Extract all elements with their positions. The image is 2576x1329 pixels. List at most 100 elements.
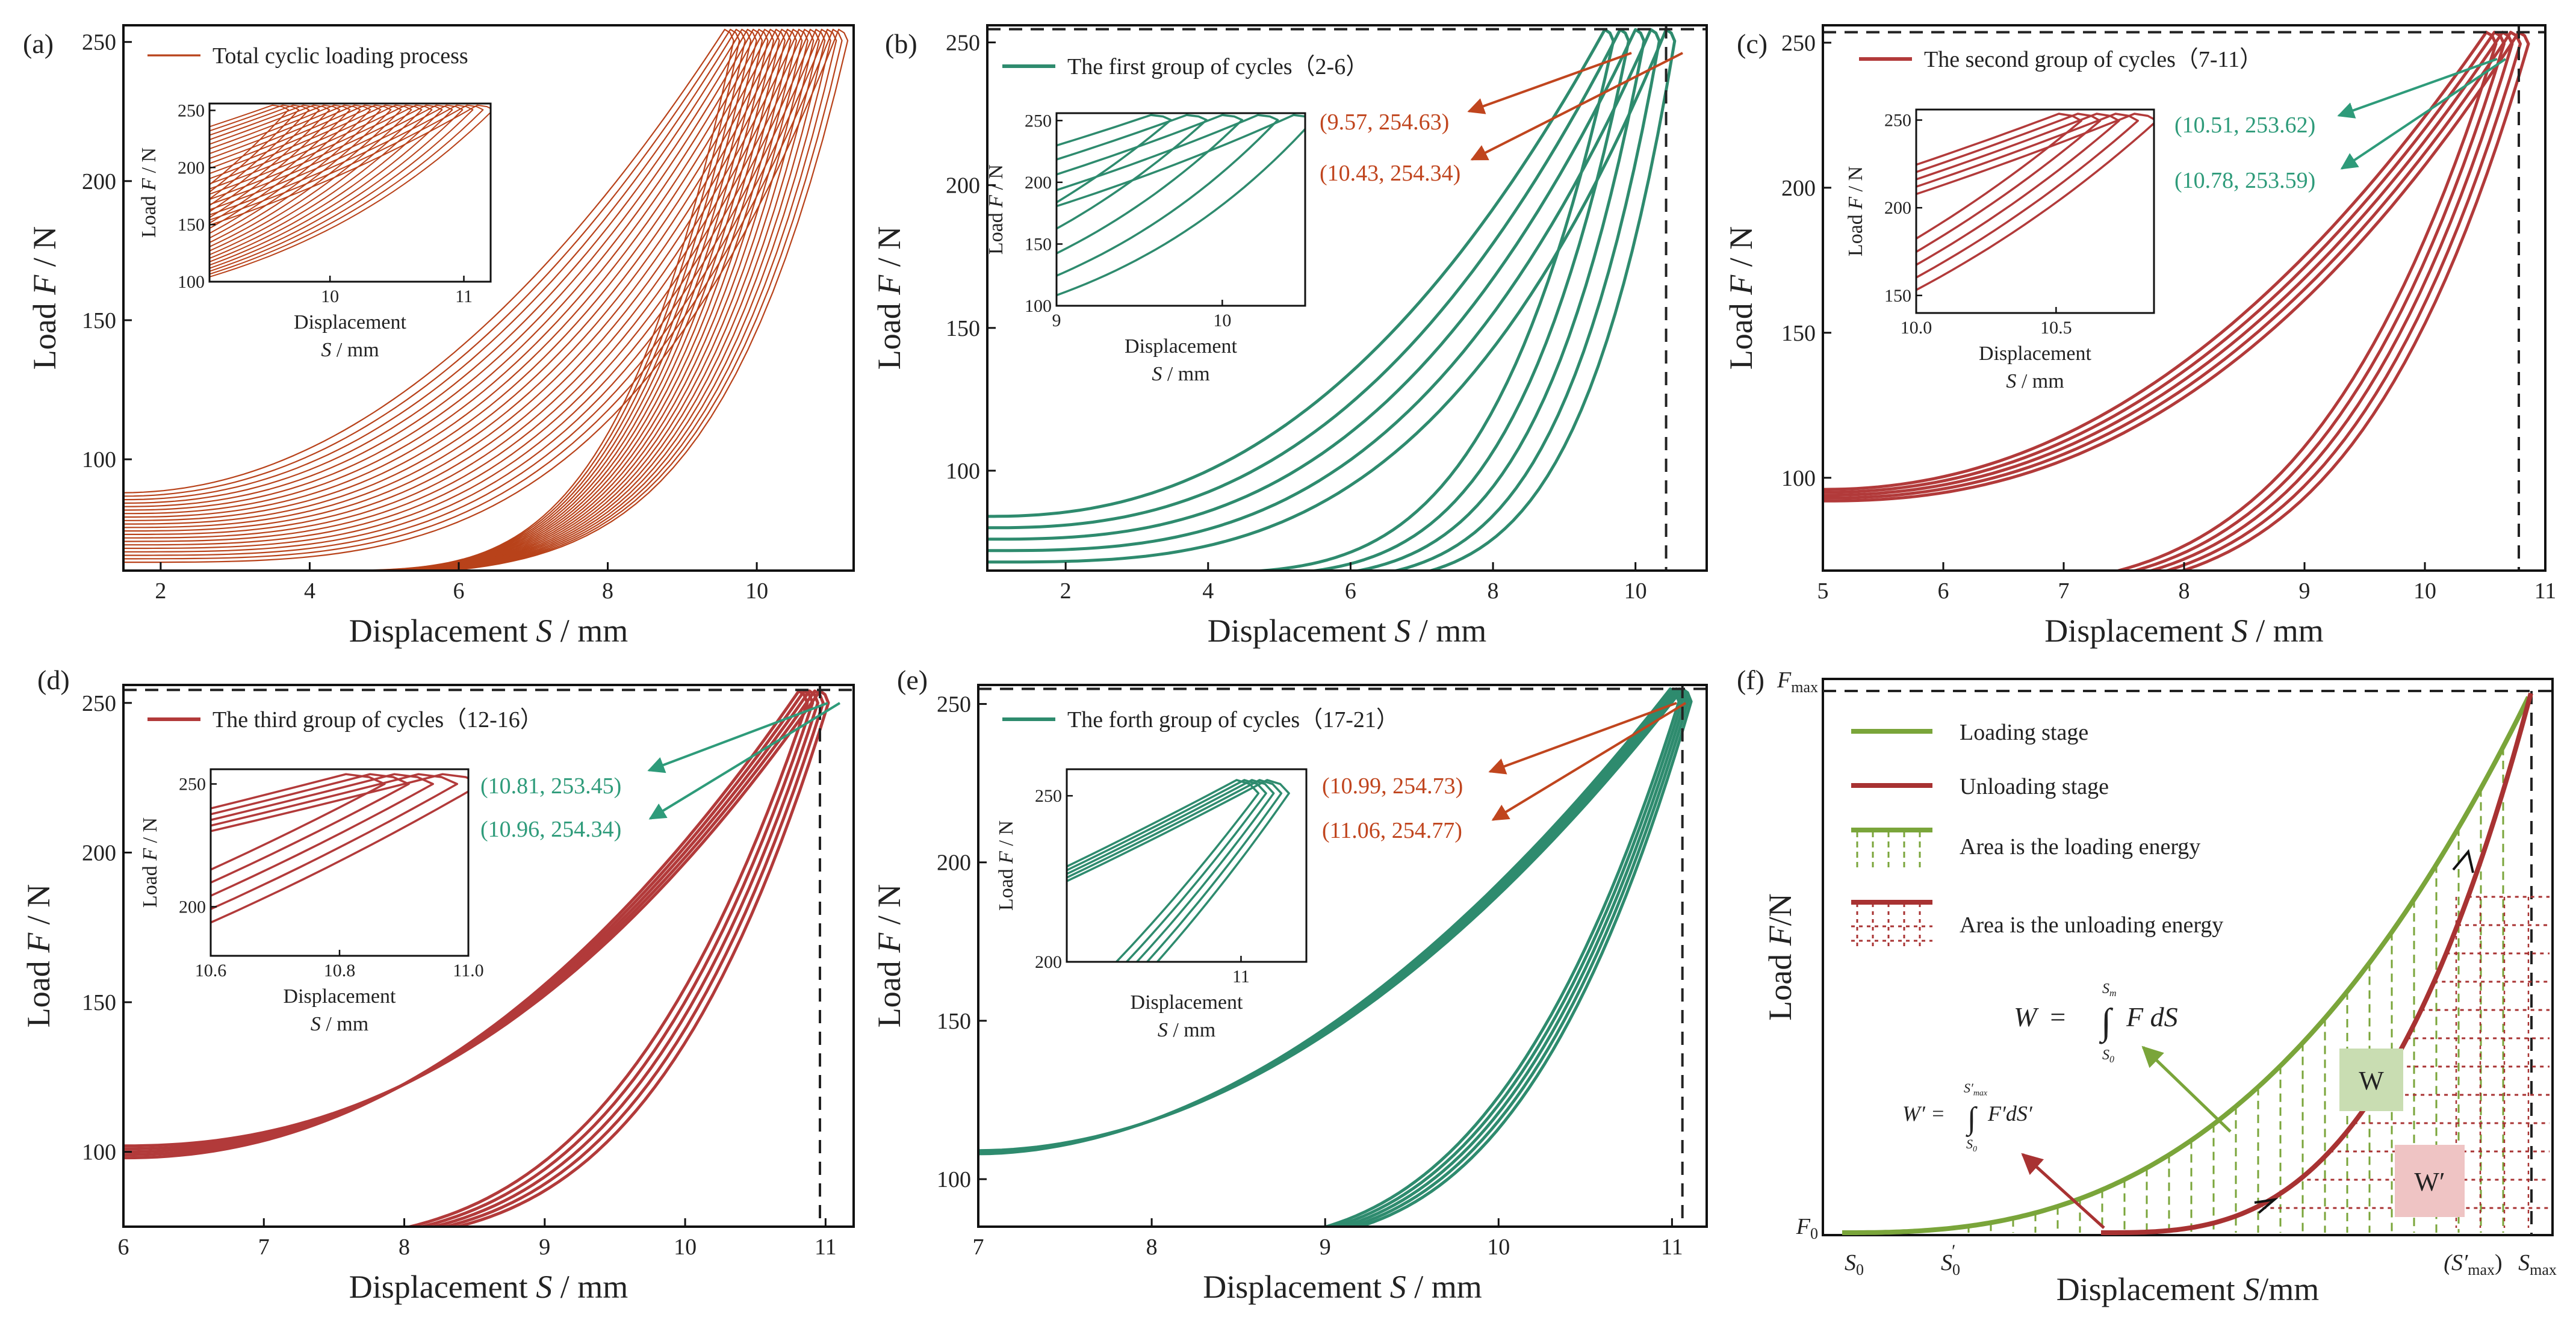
inset-curve-a-6 bbox=[209, 104, 341, 218]
annotation-label-d-2: (10.96, 254.34) bbox=[480, 817, 621, 842]
inset-frame-b bbox=[1055, 112, 1306, 307]
inset-x-axis-unit-text-c: / mm bbox=[2016, 370, 2064, 392]
integral-upper-w-prime-main: S′ bbox=[1964, 1080, 1974, 1095]
inset-x-axis-label-e: Displacement bbox=[1131, 991, 1243, 1014]
y-axis-label-c: Load F / N bbox=[1723, 226, 1759, 370]
f0-label: F0 bbox=[1796, 1214, 1818, 1242]
unloading-direction-arrow bbox=[2254, 1197, 2279, 1214]
panel-c: 5 6 7 8 9 10 11 100 150 200 250 (c) Displacement S /… bbox=[1723, 24, 2556, 649]
inset-y-axis-label-c-text: Load bbox=[1845, 209, 1867, 256]
y-tick-label-c: 250 bbox=[1781, 31, 1816, 56]
annotation-arrow-c-1 bbox=[2337, 58, 2498, 119]
s0-label-sub: 0 bbox=[1856, 1261, 1864, 1278]
s0-prime-label: S0′ bbox=[1941, 1241, 1960, 1278]
inset-curve-a-4 bbox=[209, 104, 320, 206]
panel-label-f: (f) bbox=[1737, 664, 1764, 695]
inset-y-tick-label-d: 200 bbox=[179, 897, 206, 917]
smax-prime-main: (S′ bbox=[2444, 1250, 2468, 1275]
x-axis-label-b-text: Displacement bbox=[1208, 613, 1394, 649]
x-tick-label-c: 8 bbox=[2179, 578, 2190, 604]
x-axis-label-e: Displacement S / mm bbox=[1203, 1269, 1482, 1305]
legend-label-e: The forth group of cycles（17-21） bbox=[1067, 707, 1399, 733]
inset-curve-a-2 bbox=[209, 104, 300, 193]
x-tick-label-d: 11 bbox=[815, 1235, 837, 1260]
inset-x-tick-label-c: 10.5 bbox=[2040, 318, 2072, 338]
panel-e: 7 8 9 10 11 100 150 200 250 (e) Displacement S / m… bbox=[871, 664, 1708, 1305]
x-axis-label-a: Displacement S / mm bbox=[349, 613, 628, 649]
y-axis-label-f: Load F/N bbox=[1762, 893, 1798, 1020]
y-axis-label-b-text: Load bbox=[871, 295, 907, 370]
inset-curve-a-14 bbox=[209, 104, 423, 256]
inset-x-axis-var-d: S bbox=[311, 1013, 321, 1035]
y-axis-label-c-unit: / N bbox=[1723, 226, 1759, 275]
series-curve-a-18 bbox=[123, 28, 831, 571]
axes-frame-a bbox=[122, 24, 855, 572]
y-axis-label-f-var: F bbox=[1762, 925, 1798, 946]
y-axis-label-c-text: Load bbox=[1723, 295, 1759, 370]
panel-label-e: (e) bbox=[897, 664, 928, 695]
inset-x-tick-label-e: 11 bbox=[1232, 967, 1250, 987]
inset-y-tick-label-e: 250 bbox=[1035, 786, 1062, 806]
inset-curve-e-3 bbox=[1067, 779, 1275, 962]
integral-lower-w-prime-main: S bbox=[1966, 1136, 1973, 1151]
integral-sign-w-prime: ∫ bbox=[1966, 1101, 1978, 1137]
inset-plot-d bbox=[211, 773, 468, 924]
x-tick-label-d: 9 bbox=[539, 1235, 550, 1260]
inset-y-axis-label-a-unit: / N bbox=[138, 147, 160, 178]
annotation-arrow-b-2 bbox=[1470, 52, 1683, 161]
inset-curve-a-3 bbox=[209, 104, 310, 200]
series-curve-b-1 bbox=[987, 28, 1615, 571]
x-tick-label-a: 2 bbox=[155, 578, 166, 604]
legend-label-a: Total cyclic loading process bbox=[213, 43, 468, 69]
inset-x-tick-label-a: 11 bbox=[455, 287, 473, 306]
y-axis-label-b-unit: / N bbox=[871, 226, 907, 275]
s0-label-main: S bbox=[1845, 1250, 1856, 1275]
annotation-label-e-1: (10.99, 254.73) bbox=[1322, 773, 1463, 799]
x-axis-label-e-text: Displacement bbox=[1203, 1269, 1389, 1305]
inset-y-axis-label-a-text: Load bbox=[138, 191, 160, 238]
annotation-arrow-d-2 bbox=[648, 702, 841, 820]
y-tick-label-e: 200 bbox=[937, 850, 971, 876]
axes-frame-d bbox=[122, 684, 855, 1228]
inset-curve-a-18 bbox=[209, 104, 464, 269]
inset-e: 11 200 250 Displacement S / mm Load F / N bbox=[995, 768, 1308, 1041]
inset-x-axis-var-e: S bbox=[1158, 1019, 1168, 1041]
inset-y-axis-label-d-var: F bbox=[139, 847, 161, 861]
legend-label-b: The first group of cycles（2-6） bbox=[1067, 54, 1368, 79]
equation-w-body: F dS bbox=[2126, 1002, 2178, 1032]
inset-y-tick-label-b: 150 bbox=[1025, 234, 1052, 254]
x-tick-label-e: 10 bbox=[1487, 1235, 1510, 1260]
inset-x-axis-unit-text-a: / mm bbox=[331, 339, 379, 361]
x-axis-label-f-var: S bbox=[2243, 1271, 2259, 1307]
x-tick-label-d: 6 bbox=[118, 1235, 129, 1260]
y-tick-label-a: 200 bbox=[82, 169, 116, 194]
inset-x-axis-unit-d: S / mm bbox=[311, 1013, 368, 1035]
y-axis-label-a-text: Load bbox=[26, 295, 63, 370]
inset-curve-e-1 bbox=[1067, 779, 1260, 962]
loading-energy-box-label: W bbox=[2359, 1066, 2384, 1095]
smax-label-main: S bbox=[2518, 1250, 2530, 1275]
inset-x-axis-unit-c: S / mm bbox=[2006, 370, 2064, 392]
series-curve-a-17 bbox=[123, 28, 826, 571]
x-tick-label-b: 10 bbox=[1624, 578, 1647, 604]
inset-curve-a-15 bbox=[209, 104, 433, 259]
inset-y-tick-label-a: 200 bbox=[178, 158, 205, 178]
inset-x-axis-var-c: S bbox=[2006, 370, 2016, 392]
inset-x-axis-unit-text-b: / mm bbox=[1162, 363, 1209, 385]
loading-direction-arrow bbox=[2452, 849, 2474, 873]
x-axis-label-c: Displacement S / mm bbox=[2044, 613, 2323, 649]
axes-frame-b bbox=[986, 24, 1708, 572]
y-tick-label-a: 250 bbox=[82, 30, 116, 55]
series-curve-d-5 bbox=[123, 689, 830, 1227]
inset-plot-e bbox=[1067, 779, 1290, 962]
inset-x-tick-label-c: 10.0 bbox=[1901, 318, 1932, 338]
inset-curve-a-16 bbox=[209, 104, 443, 263]
inset-y-tick-label-b: 200 bbox=[1025, 173, 1052, 193]
inset-x-axis-unit-text-e: / mm bbox=[1168, 1019, 1215, 1041]
x-tick-label-c: 5 bbox=[1817, 578, 1829, 604]
inset-curve-a-19 bbox=[209, 104, 474, 272]
panel-d: 6 7 8 9 10 11 100 150 200 250 (d) Displacement S / … bbox=[20, 664, 855, 1305]
inset-plot-b bbox=[1057, 114, 1305, 297]
x-tick-label-c: 9 bbox=[2299, 578, 2311, 604]
